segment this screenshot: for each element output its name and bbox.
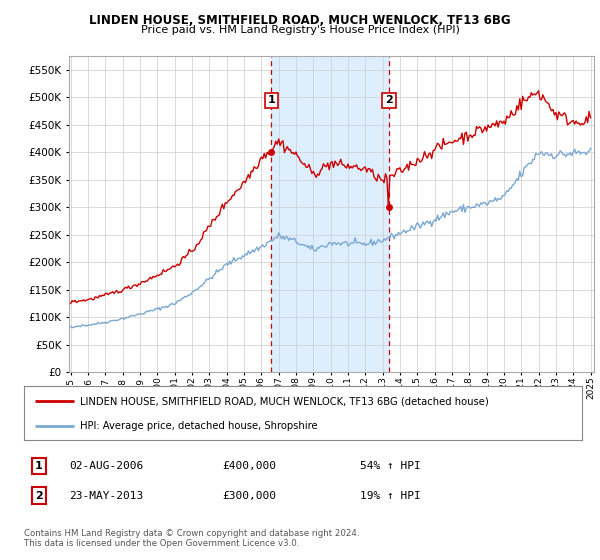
Text: 23-MAY-2013: 23-MAY-2013 xyxy=(69,491,143,501)
Text: 1: 1 xyxy=(35,461,43,471)
Text: £300,000: £300,000 xyxy=(222,491,276,501)
Text: 1: 1 xyxy=(268,95,275,105)
Text: LINDEN HOUSE, SMITHFIELD ROAD, MUCH WENLOCK, TF13 6BG: LINDEN HOUSE, SMITHFIELD ROAD, MUCH WENL… xyxy=(89,14,511,27)
Text: £400,000: £400,000 xyxy=(222,461,276,471)
Text: Price paid vs. HM Land Registry's House Price Index (HPI): Price paid vs. HM Land Registry's House … xyxy=(140,25,460,35)
Text: 2: 2 xyxy=(385,95,393,105)
Text: Contains HM Land Registry data © Crown copyright and database right 2024.
This d: Contains HM Land Registry data © Crown c… xyxy=(24,529,359,548)
Text: 02-AUG-2006: 02-AUG-2006 xyxy=(69,461,143,471)
Text: 19% ↑ HPI: 19% ↑ HPI xyxy=(360,491,421,501)
Text: 54% ↑ HPI: 54% ↑ HPI xyxy=(360,461,421,471)
Text: HPI: Average price, detached house, Shropshire: HPI: Average price, detached house, Shro… xyxy=(80,421,317,431)
Text: LINDEN HOUSE, SMITHFIELD ROAD, MUCH WENLOCK, TF13 6BG (detached house): LINDEN HOUSE, SMITHFIELD ROAD, MUCH WENL… xyxy=(80,396,488,407)
Bar xyxy=(271,56,389,372)
Text: 2: 2 xyxy=(35,491,43,501)
